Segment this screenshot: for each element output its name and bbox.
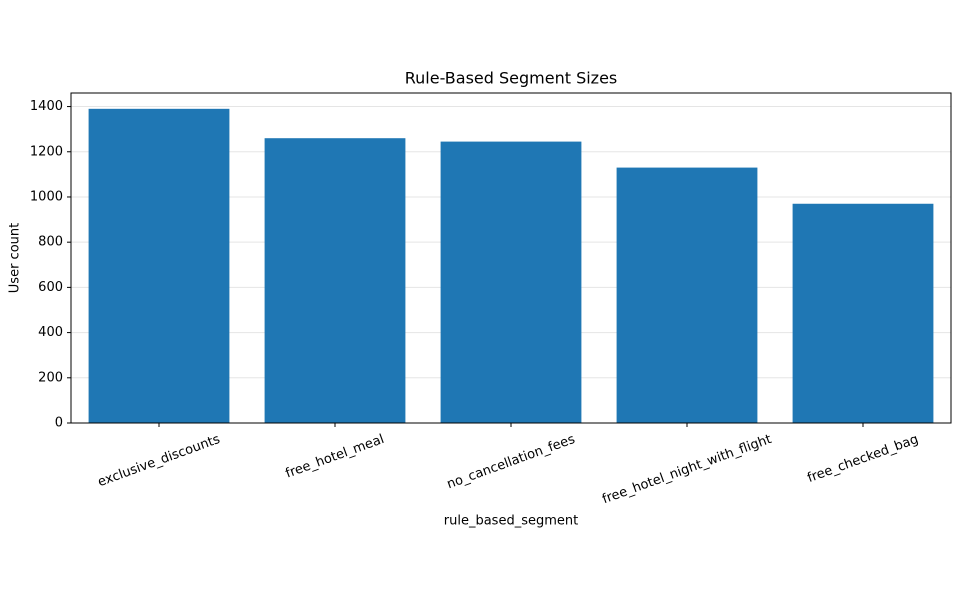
y-tick-label: 800 (38, 235, 63, 250)
y-axis-label: User count (8, 223, 23, 293)
y-tick-label: 1200 (30, 144, 63, 159)
y-tick-label: 0 (55, 416, 63, 431)
chart-title: Rule-Based Segment Sizes (405, 69, 618, 88)
x-tick-label: free_hotel_night_with_flight (600, 432, 773, 507)
y-tick-label: 600 (38, 280, 63, 295)
x-tick-label: free_checked_bag (805, 432, 920, 486)
y-tick-label: 200 (38, 370, 63, 385)
bar (440, 141, 582, 423)
bar (88, 108, 230, 424)
bar (616, 167, 758, 423)
x-tick-label: exclusive_discounts (96, 432, 222, 490)
y-tick-label: 1400 (30, 99, 63, 114)
plot-frame (70, 92, 952, 424)
x-tick-label: free_hotel_meal (284, 432, 387, 482)
y-tick-label: 400 (38, 325, 63, 340)
y-tick-label: 1000 (30, 189, 63, 204)
bar (264, 138, 406, 423)
bar (792, 203, 934, 423)
x-axis-label: rule_based_segment (444, 514, 578, 529)
x-tick-label: no_cancellation_fees (445, 432, 577, 492)
